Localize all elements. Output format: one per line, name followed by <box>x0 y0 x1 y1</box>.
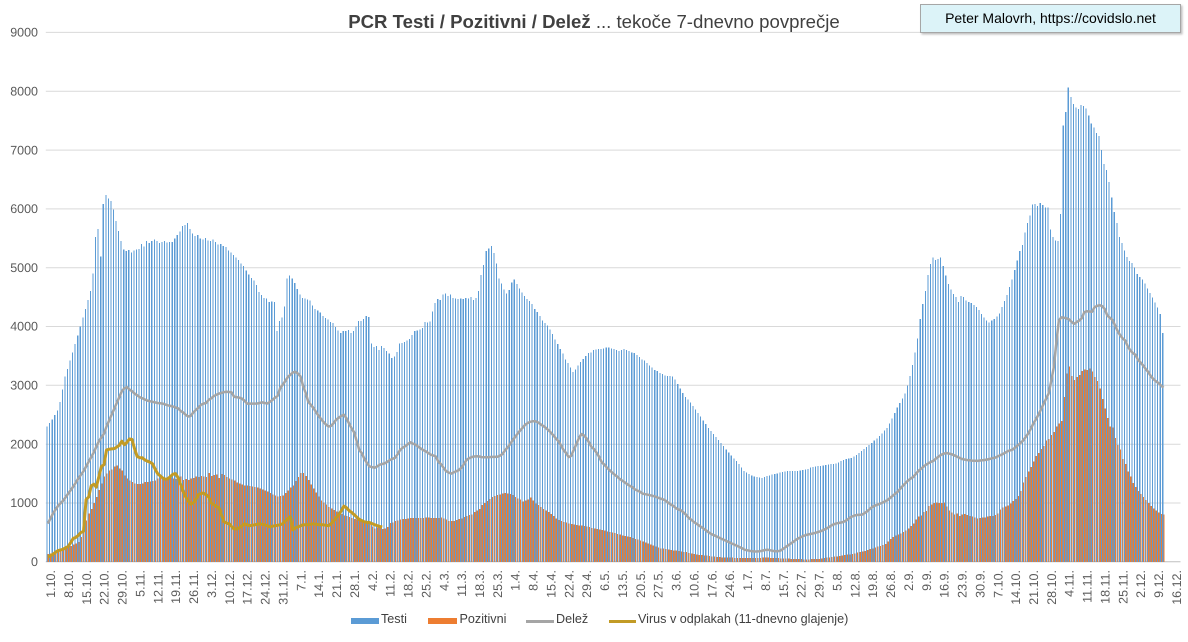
svg-text:25.2.: 25.2. <box>419 570 433 598</box>
svg-text:24.12.: 24.12. <box>259 570 273 605</box>
svg-text:7.10.: 7.10. <box>991 570 1005 598</box>
svg-text:11.2.: 11.2. <box>384 570 398 597</box>
svg-text:30.9.: 30.9. <box>973 570 987 598</box>
svg-text:16.12.: 16.12. <box>1170 570 1184 605</box>
svg-text:31.12.: 31.12. <box>276 570 290 605</box>
svg-text:1.10.: 1.10. <box>44 570 58 598</box>
svg-text:3000: 3000 <box>10 379 38 393</box>
svg-text:2.12.: 2.12. <box>1134 570 1148 598</box>
svg-text:8.10.: 8.10. <box>62 570 76 598</box>
svg-text:18.3.: 18.3. <box>473 570 487 598</box>
svg-text:9000: 9000 <box>10 26 38 40</box>
svg-text:8000: 8000 <box>10 84 38 98</box>
svg-text:8.7.: 8.7. <box>759 570 773 591</box>
svg-text:28.10.: 28.10. <box>1045 570 1059 605</box>
svg-text:18.11.: 18.11. <box>1098 570 1112 604</box>
svg-text:13.5.: 13.5. <box>616 570 630 598</box>
svg-text:7000: 7000 <box>10 143 38 157</box>
svg-text:2.9.: 2.9. <box>902 570 916 591</box>
svg-text:4.2.: 4.2. <box>366 570 380 591</box>
svg-text:11.3.: 11.3. <box>455 570 469 597</box>
svg-text:27.5.: 27.5. <box>652 570 666 598</box>
svg-text:16.9.: 16.9. <box>938 570 952 598</box>
svg-text:29.7.: 29.7. <box>813 570 827 598</box>
svg-text:26.8.: 26.8. <box>884 570 898 598</box>
svg-text:23.9.: 23.9. <box>955 570 969 598</box>
svg-text:10.12.: 10.12. <box>223 570 237 605</box>
svg-text:17.12.: 17.12. <box>241 570 255 605</box>
svg-text:0: 0 <box>31 555 38 569</box>
svg-text:24.6.: 24.6. <box>723 570 737 598</box>
svg-text:15.4.: 15.4. <box>544 570 558 598</box>
svg-text:4000: 4000 <box>10 320 38 334</box>
svg-text:19.8.: 19.8. <box>866 570 880 598</box>
svg-text:6000: 6000 <box>10 202 38 216</box>
svg-text:12.8.: 12.8. <box>848 570 862 598</box>
svg-text:5000: 5000 <box>10 261 38 275</box>
svg-text:25.3.: 25.3. <box>491 570 505 598</box>
svg-text:9.12.: 9.12. <box>1152 570 1166 598</box>
svg-text:8.4.: 8.4. <box>527 570 541 591</box>
svg-text:22.4.: 22.4. <box>562 570 576 598</box>
svg-text:14.1.: 14.1. <box>312 570 326 598</box>
svg-text:3.6.: 3.6. <box>670 570 684 591</box>
svg-text:19.11.: 19.11. <box>169 570 183 604</box>
svg-text:2000: 2000 <box>10 437 38 451</box>
svg-text:29.4.: 29.4. <box>580 570 594 598</box>
svg-text:22.10.: 22.10. <box>98 570 112 605</box>
svg-text:3.12.: 3.12. <box>205 570 219 598</box>
svg-text:5.11.: 5.11. <box>133 570 147 597</box>
svg-text:4.3.: 4.3. <box>437 570 451 591</box>
svg-text:29.10.: 29.10. <box>116 570 130 605</box>
svg-text:18.2.: 18.2. <box>401 570 415 598</box>
svg-text:10.6.: 10.6. <box>687 570 701 598</box>
svg-text:1.4.: 1.4. <box>509 570 523 591</box>
svg-text:28.1.: 28.1. <box>348 570 362 598</box>
svg-text:20.5.: 20.5. <box>634 570 648 598</box>
svg-text:25.11.: 25.11. <box>1116 570 1130 604</box>
svg-text:1000: 1000 <box>10 496 38 510</box>
svg-text:22.7.: 22.7. <box>795 570 809 598</box>
svg-text:15.10.: 15.10. <box>80 570 94 605</box>
svg-text:17.6.: 17.6. <box>705 570 719 598</box>
svg-text:26.11.: 26.11. <box>187 570 201 604</box>
svg-text:4.11.: 4.11. <box>1063 570 1077 597</box>
svg-text:21.10.: 21.10. <box>1027 570 1041 605</box>
svg-text:14.10.: 14.10. <box>1009 570 1023 605</box>
svg-text:21.1.: 21.1. <box>330 570 344 598</box>
svg-text:5.8.: 5.8. <box>830 570 844 591</box>
svg-text:9.9.: 9.9. <box>920 570 934 591</box>
svg-text:12.11.: 12.11. <box>151 570 165 604</box>
svg-text:7.1.: 7.1. <box>294 570 308 591</box>
svg-text:1.7.: 1.7. <box>741 570 755 591</box>
svg-text:6.5.: 6.5. <box>598 570 612 591</box>
svg-text:15.7.: 15.7. <box>777 570 791 598</box>
svg-text:11.11.: 11.11. <box>1081 570 1095 603</box>
